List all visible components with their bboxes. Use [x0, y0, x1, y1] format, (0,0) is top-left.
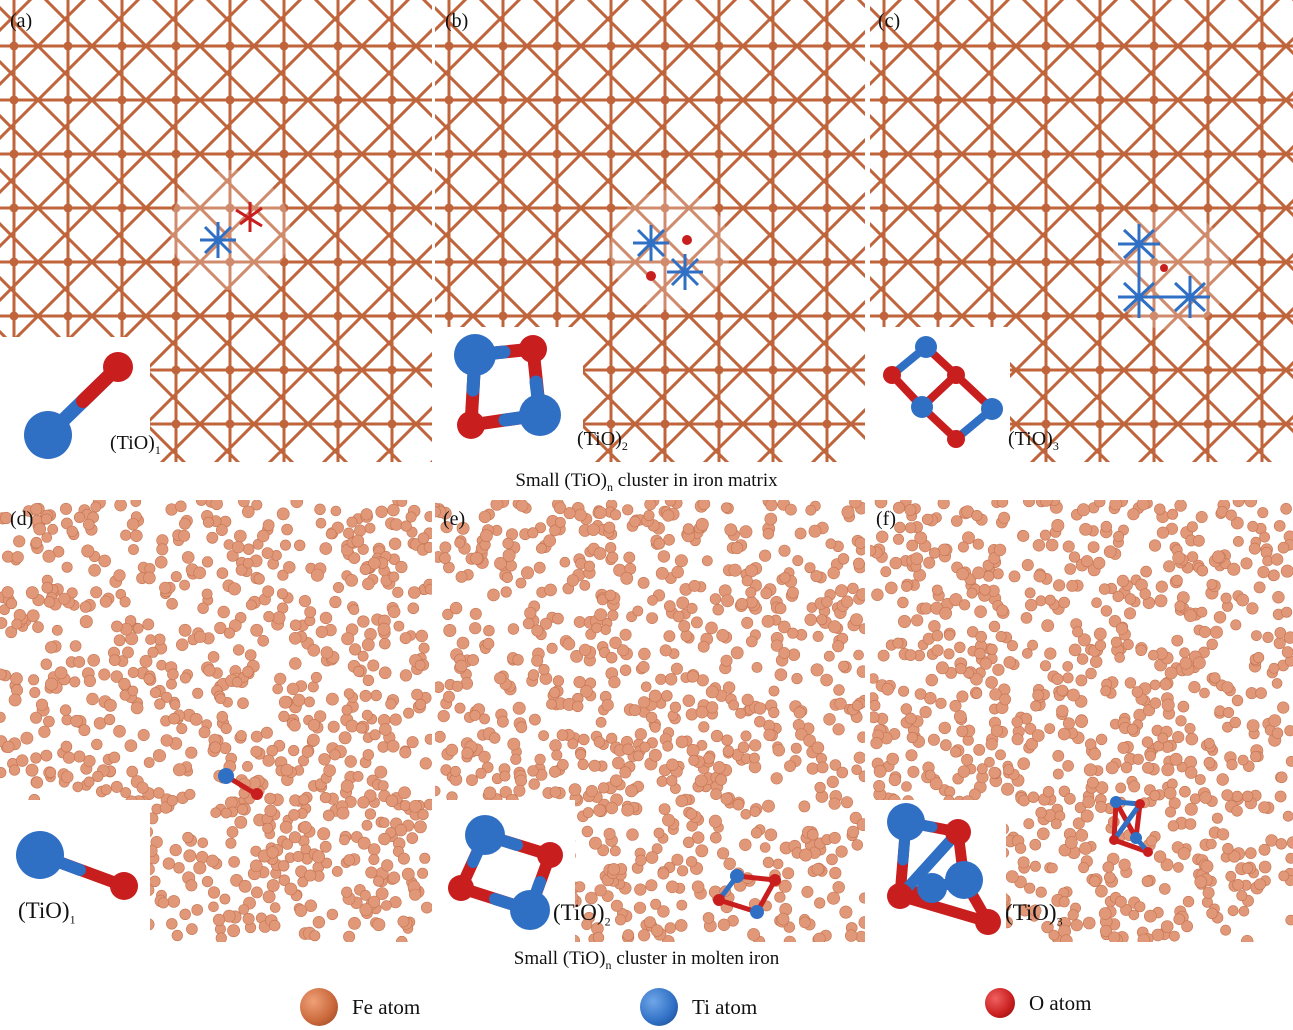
panel-label-b: (b): [445, 10, 469, 32]
inset-tio3-molten: [870, 800, 1006, 942]
legend-ti: Ti atom: [640, 988, 757, 1026]
legend-o: O atom: [985, 988, 1091, 1018]
panel-b: (b) (TiO)2: [435, 0, 865, 462]
panel-label-d: (d): [10, 508, 34, 530]
legend-ti-label: Ti atom: [692, 994, 758, 1019]
panel-c: (c) (TiO)3: [870, 0, 1293, 462]
panel-a: (a) (TiO)1: [0, 0, 432, 462]
fe-liquid: [0, 500, 432, 942]
fe-lattice: [870, 0, 1293, 462]
panel-label-e: (e): [443, 508, 466, 530]
panel-e: (e) (TiO)2: [435, 500, 865, 942]
ti-atom: [24, 411, 72, 459]
tio3-cluster: [1109, 796, 1153, 857]
caption-molten-iron: Small (TiO)n cluster in molten iron: [513, 948, 780, 972]
o-atom: [103, 352, 133, 382]
inset-tio2-matrix: [435, 327, 583, 462]
legend-fe: Fe atom: [300, 988, 420, 1026]
panel-label-f: (f): [876, 508, 896, 530]
tio1-cluster: [218, 768, 263, 800]
fe-atom-icon: [300, 988, 338, 1026]
panel-f: (f) (TiO)3: [870, 500, 1293, 942]
cluster-label-d: (TiO)1: [18, 898, 76, 927]
inset-tio2-molten: [435, 800, 575, 942]
fe-liquid: [435, 500, 865, 942]
cluster-label-b: (TiO)2: [577, 428, 628, 453]
inset-tio1-molten: [0, 800, 150, 942]
caption-iron-matrix: Small (TiO)n cluster in iron matrix: [515, 470, 778, 494]
legend: Fe atom Ti atom O atom: [0, 988, 1293, 1030]
inset-tio3-matrix: [870, 327, 1010, 462]
legend-o-label: O atom: [1029, 990, 1092, 1015]
cluster-label-a: (TiO)1: [110, 432, 161, 457]
cluster-label-e: (TiO)2: [553, 900, 611, 929]
fe-lattice: [0, 0, 432, 462]
legend-fe-label: Fe atom: [352, 994, 421, 1019]
panel-d: (d) (TiO)1: [0, 500, 432, 942]
panel-label-a: (a): [10, 10, 33, 32]
o-atom-icon: [985, 988, 1015, 1018]
cluster-label-c: (TiO)3: [1008, 428, 1059, 453]
cluster-label-f: (TiO)3: [1005, 900, 1063, 929]
panel-label-c: (c): [878, 10, 901, 32]
fe-liquid: [870, 500, 1293, 942]
ti-atom-icon: [640, 988, 678, 1026]
tio2-cluster: [713, 869, 781, 919]
inset-tio1-matrix: [0, 337, 150, 462]
